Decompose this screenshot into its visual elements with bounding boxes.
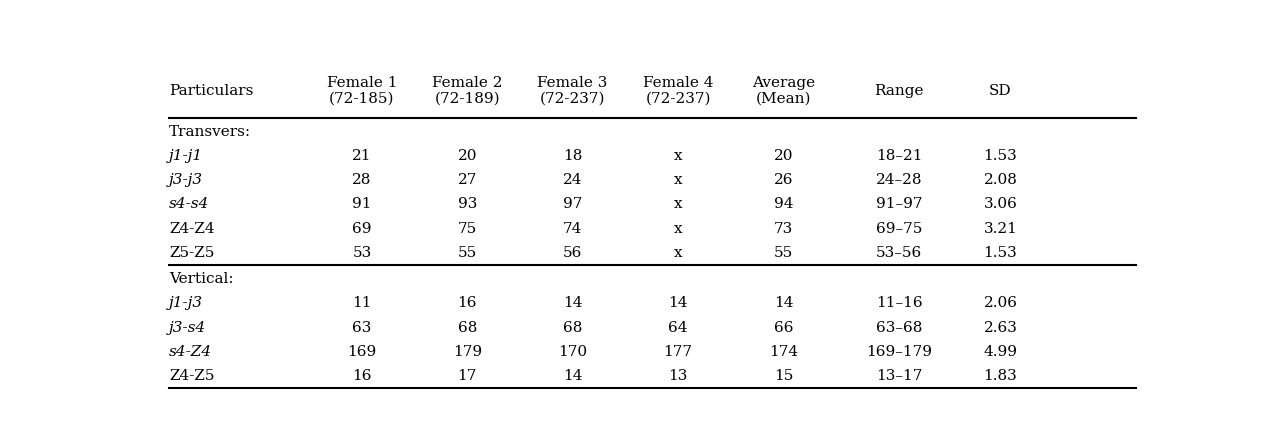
Text: 68: 68 xyxy=(457,321,477,335)
Text: 4.99: 4.99 xyxy=(984,345,1017,359)
Text: 69–75: 69–75 xyxy=(876,222,922,236)
Text: 16: 16 xyxy=(457,296,477,310)
Text: 14: 14 xyxy=(668,296,687,310)
Text: Female 4
(72-237): Female 4 (72-237) xyxy=(643,75,713,106)
Text: 13: 13 xyxy=(668,369,687,383)
Text: 91–97: 91–97 xyxy=(876,198,922,211)
Text: 15: 15 xyxy=(774,369,793,383)
Text: j3-j3: j3-j3 xyxy=(169,173,204,187)
Text: 1.83: 1.83 xyxy=(984,369,1017,383)
Text: 94: 94 xyxy=(774,198,793,211)
Text: Female 2
(72-189): Female 2 (72-189) xyxy=(432,75,503,106)
Text: 53: 53 xyxy=(353,246,372,260)
Text: 2.06: 2.06 xyxy=(984,296,1017,310)
Text: Female 3
(72-237): Female 3 (72-237) xyxy=(537,75,607,106)
Text: x: x xyxy=(673,222,682,236)
Text: 55: 55 xyxy=(774,246,793,260)
Text: 73: 73 xyxy=(774,222,793,236)
Text: 170: 170 xyxy=(558,345,587,359)
Text: Z4-Z5: Z4-Z5 xyxy=(169,369,214,383)
Text: 64: 64 xyxy=(668,321,687,335)
Text: 28: 28 xyxy=(353,173,372,187)
Text: Z5-Z5: Z5-Z5 xyxy=(169,246,214,260)
Text: 11: 11 xyxy=(353,296,372,310)
Text: 2.63: 2.63 xyxy=(984,321,1017,335)
Text: s4-s4: s4-s4 xyxy=(169,198,209,211)
Text: Average
(Mean): Average (Mean) xyxy=(752,75,815,106)
Text: x: x xyxy=(673,149,682,163)
Text: 21: 21 xyxy=(353,149,372,163)
Text: 53–56: 53–56 xyxy=(876,246,922,260)
Text: 17: 17 xyxy=(457,369,477,383)
Text: 169: 169 xyxy=(348,345,377,359)
Text: 93: 93 xyxy=(457,198,477,211)
Text: 169–179: 169–179 xyxy=(866,345,932,359)
Text: 16: 16 xyxy=(353,369,372,383)
Text: 24–28: 24–28 xyxy=(876,173,922,187)
Text: 177: 177 xyxy=(663,345,693,359)
Text: 14: 14 xyxy=(774,296,793,310)
Text: 27: 27 xyxy=(457,173,477,187)
Text: s4-Z4: s4-Z4 xyxy=(169,345,213,359)
Text: 18: 18 xyxy=(563,149,582,163)
Text: 14: 14 xyxy=(563,369,583,383)
Text: 66: 66 xyxy=(774,321,793,335)
Text: SD: SD xyxy=(989,83,1012,98)
Text: x: x xyxy=(673,173,682,187)
Text: 26: 26 xyxy=(774,173,793,187)
Text: 74: 74 xyxy=(563,222,582,236)
Text: 56: 56 xyxy=(563,246,582,260)
Text: j1-j1: j1-j1 xyxy=(169,149,204,163)
Text: 14: 14 xyxy=(563,296,583,310)
Text: 68: 68 xyxy=(563,321,582,335)
Text: 3.21: 3.21 xyxy=(984,222,1017,236)
Text: Vertical:: Vertical: xyxy=(169,272,234,286)
Text: 11–16: 11–16 xyxy=(876,296,922,310)
Text: 13–17: 13–17 xyxy=(876,369,922,383)
Text: Female 1
(72-185): Female 1 (72-185) xyxy=(327,75,397,106)
Text: 18–21: 18–21 xyxy=(876,149,922,163)
Text: 1.53: 1.53 xyxy=(984,149,1017,163)
Text: 3.06: 3.06 xyxy=(984,198,1017,211)
Text: 55: 55 xyxy=(457,246,477,260)
Text: 97: 97 xyxy=(563,198,582,211)
Text: 75: 75 xyxy=(457,222,477,236)
Text: j3-s4: j3-s4 xyxy=(169,321,206,335)
Text: Transvers:: Transvers: xyxy=(169,124,251,139)
Text: 91: 91 xyxy=(353,198,372,211)
Text: 179: 179 xyxy=(453,345,481,359)
Text: 2.08: 2.08 xyxy=(984,173,1017,187)
Text: x: x xyxy=(673,246,682,260)
Text: Particulars: Particulars xyxy=(169,83,253,98)
Text: 20: 20 xyxy=(774,149,793,163)
Text: 1.53: 1.53 xyxy=(984,246,1017,260)
Text: j1-j3: j1-j3 xyxy=(169,296,204,310)
Text: 63: 63 xyxy=(353,321,372,335)
Text: 69: 69 xyxy=(353,222,372,236)
Text: Range: Range xyxy=(875,83,924,98)
Text: 63–68: 63–68 xyxy=(876,321,922,335)
Text: Z4-Z4: Z4-Z4 xyxy=(169,222,215,236)
Text: x: x xyxy=(673,198,682,211)
Text: 20: 20 xyxy=(457,149,477,163)
Text: 174: 174 xyxy=(769,345,798,359)
Text: 24: 24 xyxy=(563,173,583,187)
